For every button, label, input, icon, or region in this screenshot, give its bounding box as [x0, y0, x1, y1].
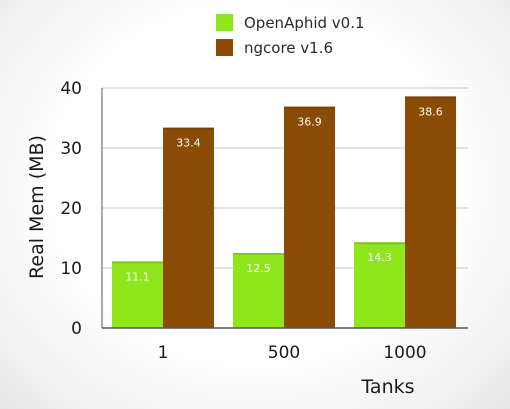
- bar-edge: [405, 96, 456, 99]
- bar-value-label: 33.4: [176, 137, 201, 150]
- x-tick-label: 1: [158, 343, 169, 363]
- bar-value-label: 38.6: [418, 105, 443, 118]
- y-tick-label: 0: [71, 319, 82, 339]
- bars: [112, 96, 456, 329]
- legend-label-ngcore: ngcore v1.6: [244, 39, 333, 57]
- bar-edge: [284, 106, 335, 109]
- bar-value-label: 14.3: [367, 251, 392, 264]
- y-axis-title: Real Mem (MB): [26, 135, 48, 279]
- bar-ngcore-1: [163, 127, 214, 328]
- bar-ngcore-500: [284, 106, 335, 328]
- bar-edge: [354, 242, 405, 245]
- axes: [101, 88, 468, 329]
- x-tick-labels: 1 500 1000: [158, 343, 427, 363]
- legend-swatch-openaphid: [216, 14, 233, 31]
- bar-openaphid-1000: [354, 242, 405, 328]
- bar-edge: [233, 253, 284, 255]
- y-tick-label: 30: [60, 139, 82, 159]
- x-tick-label: 500: [268, 343, 300, 363]
- legend: OpenAphid v0.1 ngcore v1.6: [216, 14, 365, 57]
- y-tick-label: 10: [60, 259, 82, 279]
- bar-value-label: 12.5: [246, 262, 271, 275]
- bar-edge: [112, 261, 163, 264]
- y-tick-labels: 0 10 20 30 40: [60, 79, 82, 339]
- bar-ngcore-1000: [405, 96, 456, 329]
- x-axis-title: Tanks: [360, 376, 414, 398]
- bar-value-label: 11.1: [125, 270, 150, 283]
- bar-value-labels: 11.1 12.5 14.3 33.4 36.9 38.6: [125, 105, 443, 283]
- y-tick-label: 20: [60, 199, 82, 219]
- legend-swatch-ngcore: [216, 39, 233, 56]
- bar-edge: [163, 127, 214, 130]
- x-tick-label: 1000: [383, 343, 426, 363]
- legend-label-openaphid: OpenAphid v0.1: [244, 14, 365, 32]
- bar-value-label: 36.9: [297, 116, 322, 129]
- bar-openaphid-1: [112, 261, 163, 328]
- y-tick-label: 40: [60, 79, 82, 99]
- bar-openaphid-500: [233, 253, 284, 328]
